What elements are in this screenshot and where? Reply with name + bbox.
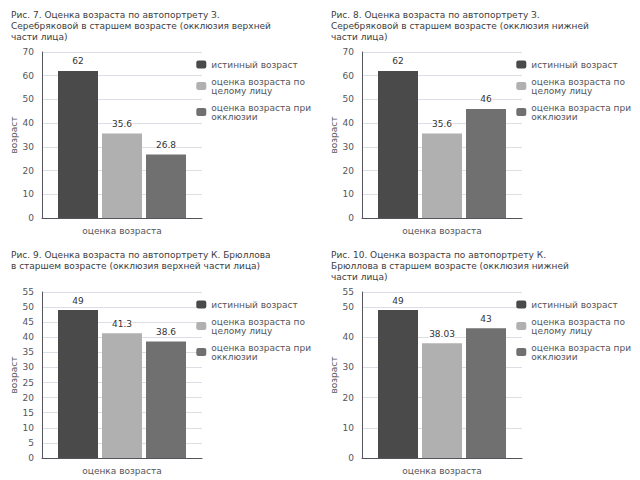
svg-text:20: 20 bbox=[23, 393, 35, 403]
svg-text:окклюзии: окклюзии bbox=[531, 112, 577, 122]
svg-text:оценка возраста по: оценка возраста по bbox=[531, 76, 625, 87]
svg-text:возраст: возраст bbox=[9, 356, 19, 393]
svg-text:20: 20 bbox=[343, 166, 355, 176]
svg-text:Рис. 7. Оценка возраста по авт: Рис. 7. Оценка возраста по автопортрету … bbox=[11, 10, 220, 20]
svg-text:оценка возраста при: оценка возраста при bbox=[531, 342, 631, 353]
svg-text:истинный возраст: истинный возраст bbox=[531, 300, 618, 310]
svg-text:60: 60 bbox=[23, 71, 35, 81]
svg-text:15: 15 bbox=[23, 408, 34, 418]
svg-text:окклюзии: окклюзии bbox=[531, 352, 577, 362]
svg-text:38.03: 38.03 bbox=[429, 329, 455, 339]
svg-text:в старшем возрасте (окклюзия в: в старшем возрасте (окклюзия верхней час… bbox=[11, 261, 260, 271]
svg-text:истинный возраст: истинный возраст bbox=[211, 300, 298, 310]
svg-text:Брюллова в старшем возрасте (о: Брюллова в старшем возрасте (окклюзия ни… bbox=[331, 261, 569, 271]
svg-text:оценка возраста: оценка возраста bbox=[402, 226, 481, 236]
svg-text:оценка возраста: оценка возраста bbox=[402, 466, 481, 476]
svg-text:оценка возраста: оценка возраста bbox=[82, 466, 161, 476]
svg-text:оценка возраста: оценка возраста bbox=[82, 226, 161, 236]
svg-text:оценка возраста при: оценка возраста при bbox=[531, 102, 631, 113]
svg-text:10: 10 bbox=[23, 423, 35, 433]
svg-text:5: 5 bbox=[28, 438, 34, 448]
svg-text:35: 35 bbox=[23, 347, 34, 357]
svg-text:60: 60 bbox=[343, 71, 355, 81]
svg-text:35.6: 35.6 bbox=[112, 119, 132, 129]
svg-text:целому лицу: целому лицу bbox=[211, 86, 273, 96]
svg-text:0: 0 bbox=[28, 213, 34, 223]
svg-text:оценка возраста по: оценка возраста по bbox=[211, 316, 305, 327]
svg-text:70: 70 bbox=[23, 47, 35, 57]
svg-text:Серебряковой в старшем возраст: Серебряковой в старшем возрасте (окклюзи… bbox=[11, 21, 271, 31]
svg-text:0: 0 bbox=[348, 213, 354, 223]
svg-text:целому лицу: целому лицу bbox=[531, 326, 593, 336]
svg-text:Рис. 8. Оценка возраста по авт: Рис. 8. Оценка возраста по автопортрету … bbox=[331, 10, 540, 20]
svg-text:41.3: 41.3 bbox=[112, 319, 132, 329]
svg-text:части лица): части лица) bbox=[331, 32, 388, 42]
svg-text:окклюзии: окклюзии bbox=[211, 112, 257, 122]
svg-text:35.6: 35.6 bbox=[432, 119, 452, 129]
svg-text:43: 43 bbox=[480, 314, 491, 324]
svg-text:части лица): части лица) bbox=[11, 32, 68, 42]
svg-text:0: 0 bbox=[348, 453, 354, 463]
svg-text:целому лицу: целому лицу bbox=[531, 86, 593, 96]
svg-text:30: 30 bbox=[23, 142, 35, 152]
svg-text:25: 25 bbox=[23, 378, 34, 388]
svg-text:возраст: возраст bbox=[9, 116, 19, 153]
svg-text:истинный возраст: истинный возраст bbox=[531, 60, 618, 70]
svg-text:50: 50 bbox=[23, 94, 35, 104]
svg-text:40: 40 bbox=[343, 118, 355, 128]
svg-text:истинный возраст: истинный возраст bbox=[211, 60, 298, 70]
svg-text:возраст: возраст bbox=[329, 116, 339, 153]
svg-text:10: 10 bbox=[23, 189, 35, 199]
svg-text:10: 10 bbox=[343, 423, 355, 433]
svg-text:10: 10 bbox=[343, 189, 355, 199]
svg-text:оценка возраста при: оценка возраста при bbox=[211, 342, 311, 353]
svg-text:Рис. 9. Оценка возраста по авт: Рис. 9. Оценка возраста по автопортрету … bbox=[11, 250, 270, 260]
svg-text:0: 0 bbox=[28, 453, 34, 463]
svg-text:50: 50 bbox=[23, 302, 35, 312]
svg-text:26.8: 26.8 bbox=[156, 140, 176, 150]
svg-text:55: 55 bbox=[23, 287, 34, 297]
svg-text:Серебряковой в старшем возраст: Серебряковой в старшем возрасте (окклюзи… bbox=[331, 21, 589, 31]
svg-text:окклюзии: окклюзии bbox=[211, 352, 257, 362]
svg-text:30: 30 bbox=[343, 362, 355, 372]
svg-text:62: 62 bbox=[392, 56, 403, 66]
svg-text:целому лицу: целому лицу bbox=[211, 326, 273, 336]
svg-text:возраст: возраст bbox=[329, 356, 339, 393]
svg-text:30: 30 bbox=[343, 142, 355, 152]
svg-text:38.6: 38.6 bbox=[156, 327, 176, 337]
svg-text:20: 20 bbox=[343, 393, 355, 403]
svg-text:оценка возраста при: оценка возраста при bbox=[211, 102, 311, 113]
svg-text:30: 30 bbox=[23, 362, 35, 372]
svg-text:50: 50 bbox=[343, 94, 355, 104]
svg-text:55: 55 bbox=[343, 287, 354, 297]
svg-text:70: 70 bbox=[343, 47, 355, 57]
svg-text:части лица): части лица) bbox=[331, 272, 388, 282]
svg-text:46: 46 bbox=[480, 94, 492, 104]
svg-text:40: 40 bbox=[343, 332, 355, 342]
svg-text:оценка возраста по: оценка возраста по bbox=[531, 316, 625, 327]
svg-text:оценка возраста по: оценка возраста по bbox=[211, 76, 305, 87]
svg-text:49: 49 bbox=[392, 296, 404, 306]
svg-text:40: 40 bbox=[23, 118, 35, 128]
svg-text:62: 62 bbox=[72, 56, 83, 66]
svg-text:50: 50 bbox=[343, 302, 355, 312]
svg-text:20: 20 bbox=[23, 166, 35, 176]
svg-text:49: 49 bbox=[72, 296, 84, 306]
svg-text:45: 45 bbox=[23, 317, 34, 327]
svg-text:Рис. 10. Оценка возраста по ав: Рис. 10. Оценка возраста по автопортрету… bbox=[331, 250, 546, 260]
svg-text:40: 40 bbox=[23, 332, 35, 342]
